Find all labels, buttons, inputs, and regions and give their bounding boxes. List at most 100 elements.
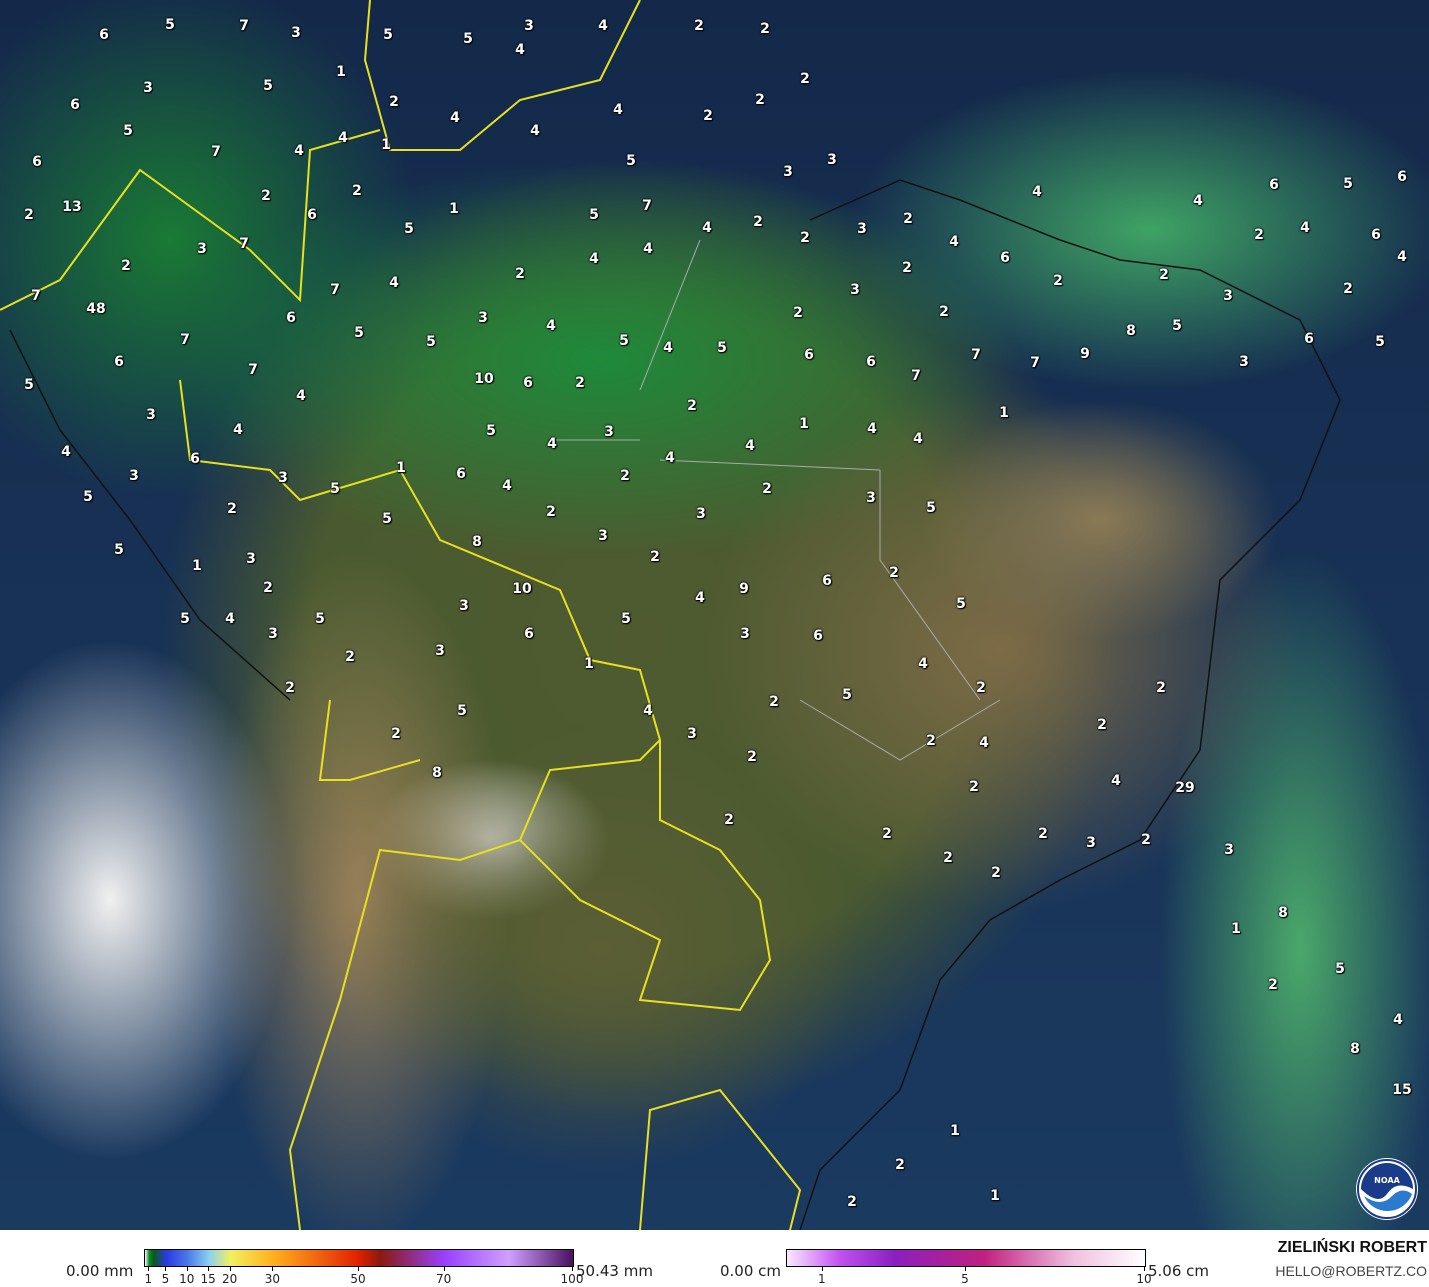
precip-value-label: 2	[650, 549, 660, 565]
tick-label: 20	[221, 1272, 238, 1286]
precip-value-label: 6	[822, 573, 832, 589]
precip-value-label: 4	[1397, 249, 1407, 265]
precip-value-label: 9	[1080, 346, 1090, 362]
precip-value-label: 5	[621, 611, 631, 627]
precip-value-label: 4	[918, 656, 928, 672]
precip-value-label: 2	[620, 468, 630, 484]
tick-mark	[148, 1267, 150, 1271]
precip-value-label: 2	[24, 207, 34, 223]
precip-value-label: 5	[589, 207, 599, 223]
precip-value-label: 3	[524, 18, 534, 34]
precip-value-label: 5	[263, 78, 273, 94]
precip-value-label: 6	[523, 375, 533, 391]
precip-value-label: 1	[584, 656, 594, 672]
precip-value-label: 6	[99, 27, 109, 43]
precip-value-label: 4	[867, 421, 877, 437]
precip-value-label: 4	[338, 130, 348, 146]
precip-value-label: 3	[291, 25, 301, 41]
precip-value-label: 4	[502, 478, 512, 494]
tick-mark	[965, 1267, 966, 1271]
precip-value-label: 4	[695, 590, 705, 606]
tick-mark	[358, 1267, 359, 1271]
precip-value-label: 4	[913, 431, 923, 447]
precip-value-label: 3	[197, 241, 207, 257]
precip-value-label: 2	[285, 680, 295, 696]
precip-value-label: 5	[404, 221, 414, 237]
precip-value-label: 8	[432, 765, 442, 781]
precip-value-label: 3	[1086, 835, 1096, 851]
precip-value-label: 6	[190, 451, 200, 467]
precip-value-label: 3	[687, 726, 697, 742]
precip-value-label: 6	[1304, 331, 1314, 347]
precip-value-label: 2	[227, 501, 237, 517]
precip-value-label: 7	[239, 18, 249, 34]
precip-value-label: 5	[426, 334, 436, 350]
precip-value-label: 2	[1141, 832, 1151, 848]
precip-value-label: 5	[486, 423, 496, 439]
precip-value-label: 2	[943, 850, 953, 866]
precip-value-label: 2	[793, 305, 803, 321]
precip-value-label: 2	[847, 1194, 857, 1210]
precip-value-label: 10	[512, 581, 532, 597]
precip-value-label: 4	[745, 438, 755, 454]
precip-value-label: 4	[643, 703, 653, 719]
precip-value-label: 3	[1224, 842, 1234, 858]
precip-value-label: 4	[515, 42, 525, 58]
precip-value-label: 5	[330, 481, 340, 497]
precip-value-label: 5	[383, 27, 393, 43]
precip-value-label: 2	[1254, 227, 1264, 243]
precip-value-label: 15	[1392, 1082, 1412, 1098]
rain-min-label: 0.00 mm	[66, 1262, 134, 1280]
tick-mark	[165, 1267, 167, 1271]
precip-value-label: 2	[760, 21, 770, 37]
legend: 0.00 mm 50.43 mm 1 5 10 15 20 30 50 70 100 0.00 …	[0, 1230, 1429, 1287]
precip-value-label: 4	[1111, 773, 1121, 789]
precip-value-label: 2	[889, 565, 899, 581]
precip-value-label: 3	[1223, 288, 1233, 304]
noaa-logo: NOAA	[1356, 1158, 1418, 1220]
precip-value-label: 2	[1343, 281, 1353, 297]
precip-value-label: 2	[515, 266, 525, 282]
precip-value-label: 2	[800, 71, 810, 87]
precip-value-label: 3	[783, 164, 793, 180]
precip-value-label: 7	[248, 362, 258, 378]
precip-value-label: 7	[642, 198, 652, 214]
precip-value-label: 2	[352, 183, 362, 199]
precip-value-label: 6	[524, 626, 534, 642]
tick-label: 30	[264, 1272, 281, 1286]
precip-value-label: 1	[1231, 921, 1241, 937]
precip-value-label: 4	[530, 123, 540, 139]
precip-value-label: 5	[463, 31, 473, 47]
precip-value-label: 5	[382, 511, 392, 527]
precip-value-label: 5	[956, 596, 966, 612]
precip-value-label: 2	[926, 733, 936, 749]
tick-label: 15	[200, 1272, 216, 1286]
precip-value-label: 3	[478, 310, 488, 326]
precip-value-label: 2	[121, 258, 131, 274]
tick-label: 1	[817, 1272, 826, 1286]
precip-value-label: 4	[665, 450, 675, 466]
precip-value-label: 2	[969, 779, 979, 795]
precip-value-label: 1	[449, 201, 459, 217]
precip-value-label: 5	[842, 687, 852, 703]
precip-value-label: 4	[949, 234, 959, 250]
precip-value-label: 4	[663, 340, 673, 356]
precip-value-label: 2	[546, 504, 556, 520]
precip-value-label: 5	[1335, 961, 1345, 977]
precip-value-label: 4	[294, 143, 304, 159]
precip-value-label: 2	[747, 749, 757, 765]
tick-label: 1	[144, 1272, 153, 1286]
tick-mark	[572, 1267, 573, 1271]
snow-min-label: 0.00 cm	[720, 1262, 782, 1280]
precip-value-label: 7	[330, 282, 340, 298]
precip-value-label: 4	[225, 611, 235, 627]
author-email: HELLO@ROBERTZ.CO	[1275, 1263, 1427, 1279]
precip-value-label: 3	[866, 490, 876, 506]
tick-label: 10	[1136, 1272, 1152, 1286]
precip-value-label: 6	[114, 354, 124, 370]
precip-value-label: 7	[239, 236, 249, 252]
precip-value-label: 6	[866, 354, 876, 370]
precip-value-label: 2	[575, 375, 585, 391]
precip-value-label: 3	[459, 598, 469, 614]
precip-value-label: 8	[1126, 323, 1136, 339]
